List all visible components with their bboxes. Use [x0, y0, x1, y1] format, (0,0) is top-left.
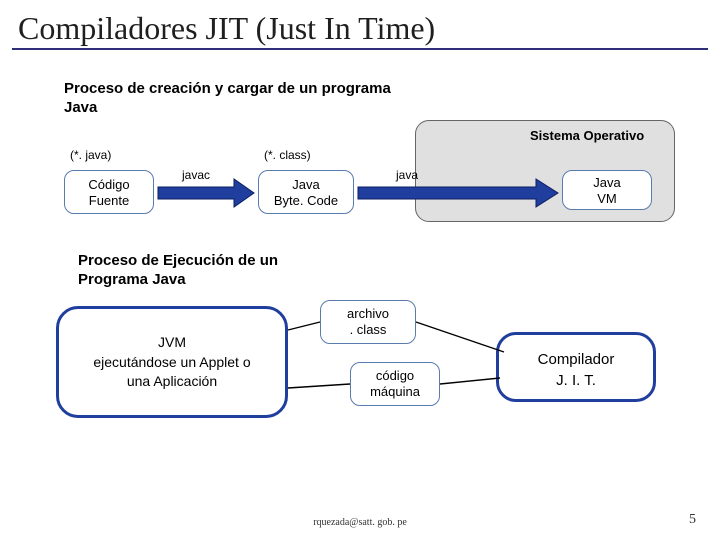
box-archivo-class: archivo . class [320, 300, 416, 344]
box-bytecode: Java Byte. Code [258, 170, 354, 214]
bytecode-l2: Byte. Code [274, 193, 338, 208]
bytecode-l1: Java [292, 177, 319, 192]
section2-subtitle: Proceso de Ejecución de un Programa Java [78, 252, 338, 290]
box-codigo-fuente: Código Fuente [64, 170, 154, 214]
jvm-l2: VM [597, 191, 617, 206]
jvm-box-l3: una Aplicación [127, 373, 217, 389]
section1-subtitle: Proceso de creación y cargar de un progr… [64, 80, 404, 118]
java-ext-label: (*. java) [70, 148, 111, 162]
codigo-maq-l1: código [376, 368, 414, 383]
compiler-l1: Compilador [538, 351, 615, 368]
arrow-javac-label: javac [182, 168, 210, 182]
footer-email: rquezada@satt. gob. pe [0, 517, 720, 528]
archivo-l2: . class [350, 322, 387, 337]
codigo-fuente-l2: Fuente [89, 193, 129, 208]
codigo-fuente-l1: Código [88, 177, 129, 192]
box-java-vm: Java VM [562, 170, 652, 210]
codigo-maq-l2: máquina [370, 384, 420, 399]
box-compilador-jit: Compilador J. I. T. [496, 332, 656, 402]
arrow-java-label: java [396, 168, 418, 182]
archivo-l1: archivo [347, 306, 389, 321]
jvm-box-l1: JVM [158, 334, 186, 350]
box-jvm-running: JVM ejecutándose un Applet o una Aplicac… [56, 306, 288, 418]
jvm-l1: Java [593, 175, 620, 190]
page-number: 5 [689, 512, 696, 528]
title-underline [12, 48, 708, 50]
class-ext-label: (*. class) [264, 148, 311, 162]
arrow-java-icon [356, 175, 560, 211]
os-label: Sistema Operativo [530, 128, 644, 143]
box-codigo-maquina: código máquina [350, 362, 440, 406]
jvm-box-l2: ejecutándose un Applet o [93, 354, 250, 370]
compiler-l2: J. I. T. [556, 372, 596, 389]
page-title: Compiladores JIT (Just In Time) [18, 10, 435, 47]
